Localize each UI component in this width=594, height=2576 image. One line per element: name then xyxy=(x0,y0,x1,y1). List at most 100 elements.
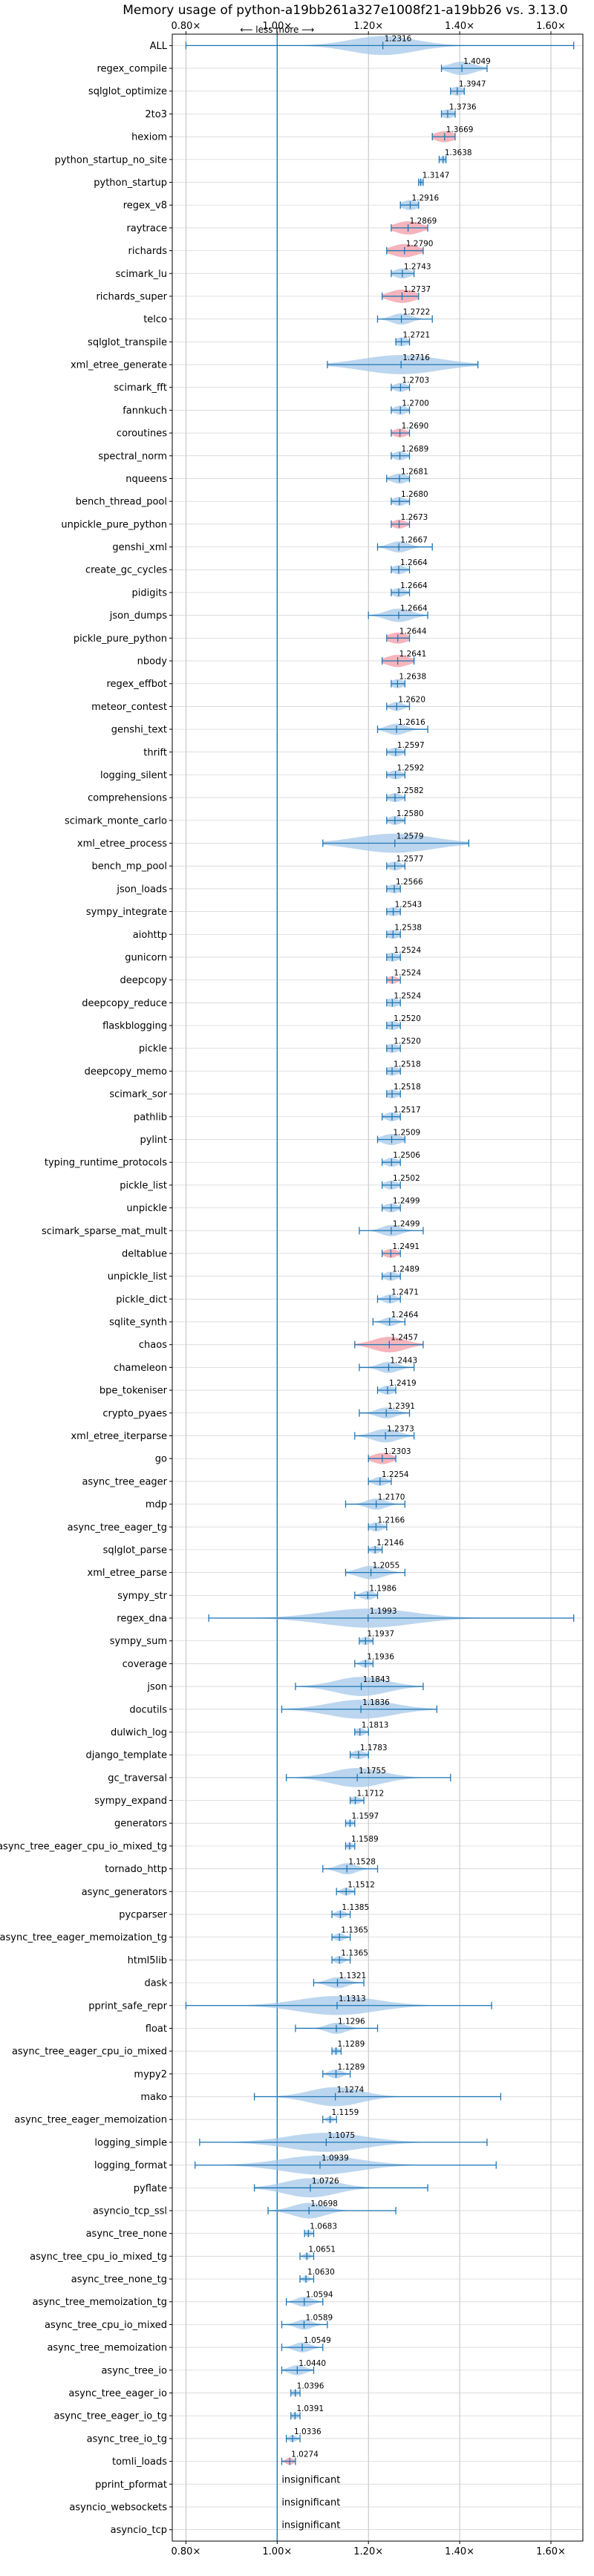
benchmark-name: dask xyxy=(144,1978,167,1989)
benchmark-name: chaos xyxy=(139,1340,167,1351)
value-label: 1.3947 xyxy=(459,80,486,89)
benchmark-name: dulwich_log xyxy=(111,1727,167,1738)
value-label: 1.1528 xyxy=(348,1858,376,1867)
value-label: 1.1986 xyxy=(369,1584,396,1593)
value-label: 1.3638 xyxy=(445,149,472,157)
benchmark-name: bench_thread_pool xyxy=(76,497,167,508)
value-label: 1.1836 xyxy=(362,1698,390,1707)
value-label: 1.1813 xyxy=(362,1721,389,1729)
benchmark-name: flaskblogging xyxy=(102,1021,167,1032)
benchmark-name: spectral_norm xyxy=(98,451,167,462)
value-label: 1.2489 xyxy=(392,1265,420,1274)
x-tick-label-bottom: 1.40× xyxy=(445,2546,474,2557)
x-tick-label-top: 1.60× xyxy=(536,21,566,32)
x-tick-label-bottom: 1.00× xyxy=(262,2546,292,2557)
benchmark-name: async_tree_eager_io_tg xyxy=(54,2411,167,2422)
benchmark-name: scimark_sor xyxy=(109,1089,167,1100)
benchmark-name: sqlglot_transpile xyxy=(88,337,167,348)
value-label: 1.2538 xyxy=(394,923,422,932)
value-label: 1.2520 xyxy=(394,1014,421,1023)
benchmark-name: meteor_contest xyxy=(91,702,167,713)
value-label: 1.2737 xyxy=(403,285,431,294)
value-label: 1.0594 xyxy=(306,2291,333,2300)
x-tick-label-bottom: 1.20× xyxy=(353,2546,383,2557)
value-label: 1.0391 xyxy=(296,2404,324,2413)
benchmark-name: pickle xyxy=(139,1043,167,1054)
value-label: 1.2524 xyxy=(394,946,421,955)
benchmark-name: async_tree_cpu_io_mixed_tg xyxy=(30,2251,167,2263)
benchmark-name: create_gc_cycles xyxy=(85,565,167,576)
benchmark-name: mdp xyxy=(146,1499,167,1510)
value-label: 1.1589 xyxy=(351,1835,379,1844)
benchmark-name: tomli_loads xyxy=(112,2456,167,2468)
x-tick-label-top: 1.40× xyxy=(445,21,474,32)
value-labels: 1.2316 1.4049 1.3947 1.3736 1.3669 1.3638 1.31… xyxy=(281,34,491,2531)
insignificant-label: insignificant xyxy=(281,2474,340,2485)
value-label: 1.1783 xyxy=(360,1744,388,1752)
value-label: 1.1993 xyxy=(370,1607,397,1616)
benchmark-name: mypy2 xyxy=(134,2069,167,2080)
value-label: 1.2722 xyxy=(403,308,431,317)
benchmark-name: xml_etree_iterparse xyxy=(71,1431,167,1442)
x-tick-label-top: 0.80× xyxy=(172,21,201,32)
value-label: 1.1512 xyxy=(347,1880,375,1889)
benchmark-name: deepcopy_reduce xyxy=(82,998,167,1009)
value-label: 1.2471 xyxy=(391,1288,419,1297)
benchmark-name: xml_etree_process xyxy=(77,838,167,850)
benchmark-name: json xyxy=(146,1682,167,1693)
benchmark-name: tornado_http xyxy=(105,1864,167,1875)
value-label: 1.2664 xyxy=(400,581,428,590)
value-label: 1.1365 xyxy=(341,1949,368,1957)
value-label: 1.1365 xyxy=(341,1926,368,1935)
benchmark-name: async_tree_eager_io xyxy=(68,2388,167,2399)
value-label: 1.1936 xyxy=(367,1652,394,1661)
value-label: 1.2499 xyxy=(393,1219,420,1228)
benchmark-name: scimark_monte_carlo xyxy=(65,815,167,826)
benchmark-name: aiohttp xyxy=(133,930,167,941)
value-label: 1.2543 xyxy=(395,901,422,910)
benchmark-name: asyncio_tcp_ssl xyxy=(93,2205,167,2217)
value-label: 1.2566 xyxy=(396,878,423,887)
value-label: 1.3669 xyxy=(446,125,474,134)
value-label: 1.2579 xyxy=(396,832,424,841)
benchmark-name: pickle_dict xyxy=(116,1294,167,1305)
benchmark-name: regex_compile xyxy=(97,64,167,75)
benchmark-name: deepcopy xyxy=(120,975,167,986)
benchmark-name: asyncio_tcp xyxy=(111,2525,167,2536)
chart-title: Memory usage of python-a19bb261a327e1008… xyxy=(123,3,568,18)
value-label: 1.2680 xyxy=(401,490,428,499)
benchmark-name: docutils xyxy=(129,1704,167,1715)
benchmark-name: deltablue xyxy=(122,1248,167,1259)
benchmark-name: hexiom xyxy=(131,132,167,143)
benchmark-name: fannkuch xyxy=(123,405,167,417)
benchmark-name: async_tree_cpu_io_mixed xyxy=(45,2320,167,2331)
value-label: 1.2620 xyxy=(398,695,425,704)
benchmark-name: chameleon xyxy=(114,1363,167,1374)
benchmark-name: sqlglot_optimize xyxy=(88,86,167,97)
value-label: 1.2524 xyxy=(394,991,421,1000)
benchmark-name: async_tree_io xyxy=(101,2365,167,2376)
value-label: 1.0698 xyxy=(310,2200,338,2208)
value-label: 1.0440 xyxy=(298,2359,326,2368)
value-label: 1.2506 xyxy=(393,1151,420,1160)
value-label: 1.0683 xyxy=(310,2223,337,2231)
benchmark-name: telco xyxy=(143,314,167,325)
violins xyxy=(185,36,575,2465)
benchmark-name: regex_dna xyxy=(117,1614,167,1625)
value-label: 1.0336 xyxy=(294,2427,322,2436)
value-label: 1.2316 xyxy=(385,34,412,43)
benchmark-name: python_startup xyxy=(94,177,167,189)
value-label: 1.2170 xyxy=(378,1493,405,1502)
value-label: 1.2419 xyxy=(389,1379,417,1388)
benchmark-name: async_tree_eager_cpu_io_mixed_tg xyxy=(0,1841,167,1852)
benchmark-name: pickle_pure_python xyxy=(74,633,167,645)
benchmark-name: xml_etree_parse xyxy=(88,1568,167,1579)
benchmark-name: regex_v8 xyxy=(123,200,167,212)
benchmark-name: sqlite_synth xyxy=(109,1317,167,1328)
benchmark-name: pylint xyxy=(140,1135,167,1146)
value-label: 1.2254 xyxy=(382,1470,409,1479)
value-label: 1.2597 xyxy=(397,741,425,750)
value-label: 1.2520 xyxy=(394,1037,421,1046)
value-label: 1.1321 xyxy=(339,1972,366,1980)
benchmark-name: thrift xyxy=(143,747,167,758)
